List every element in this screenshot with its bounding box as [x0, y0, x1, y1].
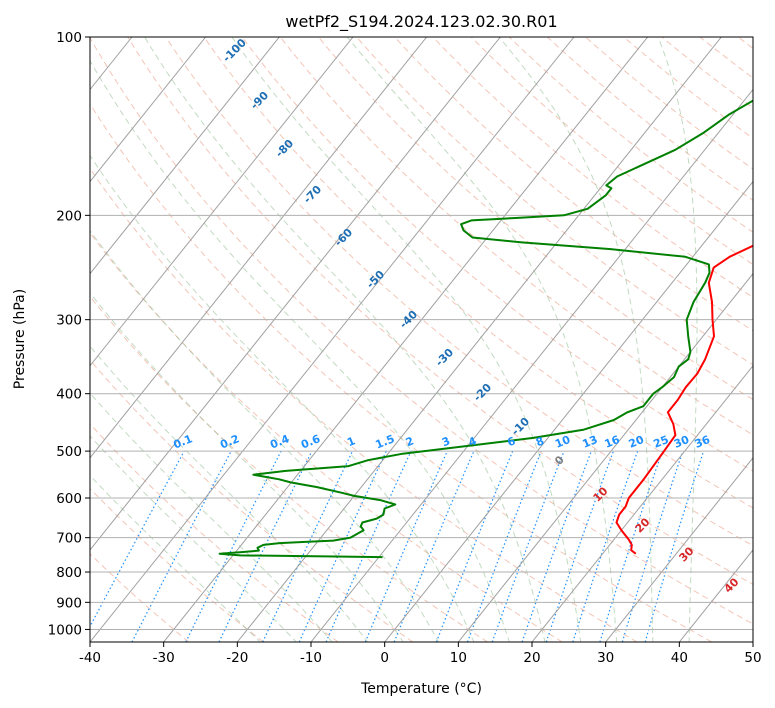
chart-title: wetPf2_S194.2024.123.02.30.R01 [285, 12, 557, 32]
moist-adiabat-line [90, 345, 369, 642]
isotherm-line [90, 37, 501, 551]
dry-adiabat-line [165, 37, 753, 547]
moist-adiabat-line [144, 37, 546, 642]
mixing-ratio-label: 1 [345, 434, 357, 449]
isotherm-line [90, 37, 575, 642]
moist-adiabat-line [90, 59, 510, 642]
x-tick-label: 10 [450, 650, 467, 666]
x-tick-label: -20 [226, 650, 248, 666]
moist-adiabat-line [90, 292, 404, 642]
dry-adiabat-line [90, 553, 190, 642]
mixing-ratio-label: 8 [534, 434, 546, 449]
y-tick-label: 100 [56, 30, 82, 46]
x-tick-label: 0 [380, 650, 389, 666]
isotherm-line [163, 37, 649, 642]
mixing-ratio-line [185, 450, 282, 642]
y-tick-label: 1000 [48, 622, 82, 638]
x-tick-label: -10 [300, 650, 322, 666]
mixing-ratio-label: 36 [693, 433, 712, 451]
mixing-ratio-line [435, 450, 514, 642]
moist-adiabat-line [657, 37, 698, 642]
dry-adiabat-line [90, 103, 712, 642]
isotherm-line [384, 180, 753, 642]
mixing-ratio-label: 13 [580, 433, 599, 451]
mixing-ratio-line [364, 450, 448, 642]
y-tick-label: 800 [56, 565, 82, 581]
mixing-ratio-line [545, 450, 614, 642]
dry-adiabat-line [127, 37, 753, 586]
y-tick-label: 300 [56, 313, 82, 329]
temperature-profile-line [615, 244, 753, 555]
moist-adiabat-line [90, 474, 261, 642]
x-tick-label: 30 [597, 650, 614, 666]
mixing-ratio-line [572, 450, 639, 642]
mixing-ratio-line [621, 450, 684, 642]
dry-adiabat-line [90, 167, 638, 642]
mixing-ratio-label: 3 [440, 434, 452, 449]
isotherm-line [310, 88, 753, 642]
dry-adiabat-line [318, 37, 753, 401]
y-tick-label: 600 [56, 491, 82, 507]
x-axis-label: Temperature (°C) [360, 681, 482, 697]
mixing-ratio-line [599, 450, 663, 642]
y-tick-label: 400 [56, 387, 82, 403]
mixing-ratio-label: 2 [404, 434, 416, 449]
plot-frame [89, 36, 754, 643]
y-tick-label: 200 [56, 208, 82, 224]
mixing-ratio-line [325, 450, 412, 642]
dewpoint-profile-line [218, 99, 753, 559]
dry-adiabat-line [90, 295, 488, 642]
isotherm-line [90, 37, 207, 183]
mixing-ratio-label: 16 [603, 433, 622, 451]
dry-adiabat-line [90, 231, 563, 642]
dry-adiabat-line [394, 37, 753, 332]
moist-adiabat-line [231, 37, 582, 642]
isotherm-line [457, 272, 753, 642]
dry-adiabat-line [90, 423, 339, 642]
x-tick-label: 40 [671, 650, 688, 666]
dry-adiabat-line [203, 37, 753, 509]
y-tick-label: 900 [56, 595, 82, 611]
mixing-ratio-label: 30 [672, 433, 691, 451]
x-tick-label: 50 [744, 650, 761, 666]
y-axis-label: Pressure (hPa) [12, 289, 28, 389]
moist-adiabat-line [498, 37, 654, 642]
dry-adiabat-line [90, 37, 753, 625]
y-tick-label: 700 [56, 531, 82, 547]
mixing-ratio-line [521, 450, 592, 642]
x-tick-label: -30 [153, 650, 175, 666]
y-tick-label: 500 [56, 444, 82, 460]
mixing-ratio-line [90, 450, 185, 628]
mixing-ratio-line [466, 450, 542, 642]
x-tick-label: 20 [523, 650, 540, 666]
x-tick-label: -40 [79, 650, 101, 666]
isotherm-line [90, 37, 428, 459]
isotherm-line [90, 37, 354, 367]
isotherm-line [90, 37, 280, 275]
moist-adiabat-line [90, 154, 475, 642]
mixing-ratio-label: 25 [652, 433, 671, 451]
mixing-ratio-label: 20 [627, 433, 646, 451]
dry-adiabat-line [356, 37, 753, 366]
isotherm-line [531, 364, 753, 642]
isotherm-line [605, 457, 753, 642]
mixing-ratio-label: 10 [553, 433, 572, 451]
mixing-ratio-line [491, 450, 565, 642]
moist-adiabat-line [346, 37, 618, 642]
